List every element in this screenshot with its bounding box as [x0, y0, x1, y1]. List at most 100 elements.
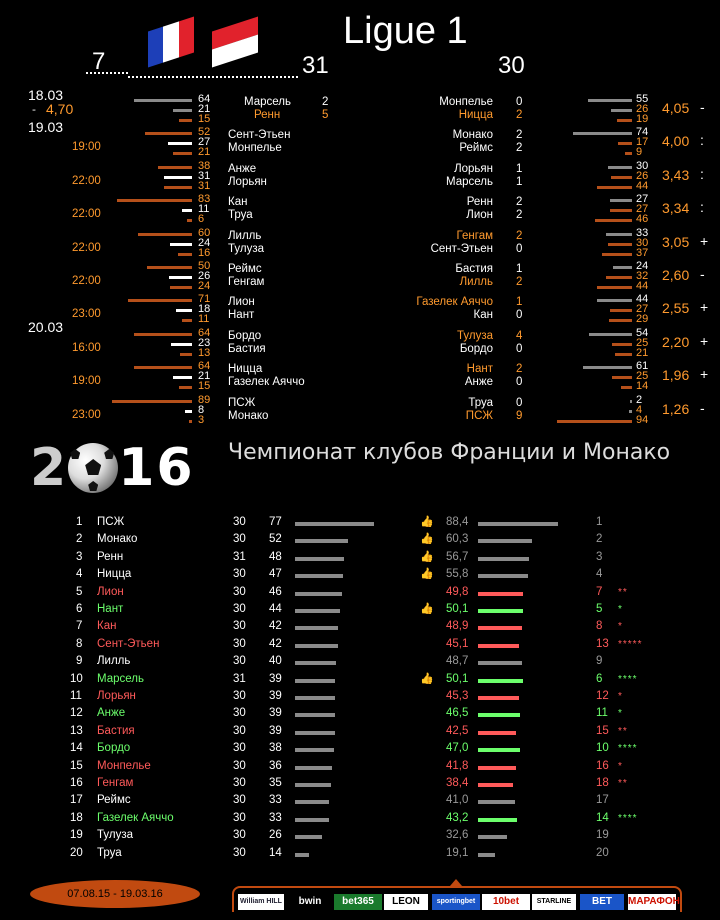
percentage-bar — [478, 661, 522, 666]
match-odd: 4,05 — [662, 100, 690, 116]
percentage: 45,3 — [446, 690, 469, 702]
table-row: 12 Анже 30 39 46,5 11 * — [0, 707, 720, 724]
progress-line-right — [128, 76, 298, 82]
position: 6 — [76, 603, 83, 615]
match-odd: 2,60 — [662, 267, 690, 283]
table-row: 20 Труа 30 14 19,1 20 — [0, 847, 720, 864]
prob-bar — [177, 252, 192, 256]
prob-value: 9 — [636, 146, 643, 159]
score-home: 4 — [516, 329, 523, 342]
position: 13 — [70, 724, 83, 737]
games-played: 30 — [233, 811, 246, 824]
match-row: 23:00 89 8 3 ПСЖ Монако Труа ПСЖ 0 9 2 4 94 1,26- — [0, 394, 720, 428]
score-home: 0 — [516, 96, 523, 108]
score-home: 1 — [516, 263, 523, 275]
points: 42 — [269, 637, 282, 650]
percentage: 60,3 — [446, 533, 469, 546]
score-home: 2 — [516, 229, 523, 242]
team-away: Кан — [473, 309, 493, 322]
movement-stars: ** — [618, 586, 628, 598]
position: 1 — [76, 516, 83, 528]
movement-stars: **** — [618, 812, 638, 824]
team-name: Газелек Аяччо — [97, 811, 174, 824]
movement-stars: * — [618, 604, 623, 615]
team-home: Бастия — [455, 263, 493, 275]
prob-bar — [134, 99, 192, 102]
points-bar — [295, 730, 335, 735]
team-away: Марсель — [446, 175, 493, 188]
match-result: : — [700, 165, 704, 182]
percentage-bar — [478, 730, 517, 735]
position: 16 — [70, 777, 83, 789]
prob-bar — [189, 419, 192, 423]
prob-value: 19 — [636, 113, 649, 125]
points-bar — [295, 800, 329, 805]
prob-value: 27 — [636, 303, 649, 316]
percentage: 56,7 — [446, 550, 469, 563]
games-played: 31 — [233, 672, 246, 685]
percentage: 46,5 — [446, 707, 469, 720]
position: 5 — [76, 585, 83, 598]
team-name: Труа — [97, 846, 122, 859]
points-bar — [295, 661, 336, 666]
prob-value: 30 — [636, 159, 649, 172]
percentage-bar — [478, 678, 524, 683]
prob-bar — [628, 409, 632, 413]
previous-position: 18 — [596, 777, 609, 789]
prob-value: 24 — [198, 280, 211, 292]
team-away: Анже — [464, 376, 493, 389]
percentage: 41,8 — [446, 759, 469, 772]
prob-bar — [184, 409, 192, 413]
prob-value: 6 — [198, 213, 205, 226]
prob-bar — [606, 276, 632, 279]
previous-position: 9 — [596, 655, 603, 668]
team-name: Лилль — [97, 655, 131, 668]
score-home: 2 — [322, 96, 329, 108]
prob-value: 30 — [636, 236, 649, 249]
prob-bar — [602, 252, 632, 256]
progress-line-left — [86, 72, 128, 78]
position: 2 — [76, 533, 83, 546]
previous-position: 16 — [596, 759, 609, 772]
position: 7 — [76, 620, 83, 633]
team-name: Марсель — [97, 672, 144, 685]
match-row: 19:00 52 27 21 Сент-Этьен Монпелье Монако Реймс… — [0, 126, 720, 160]
games-played: 30 — [233, 794, 246, 807]
previous-position: 17 — [596, 794, 609, 807]
score-away: 0 — [516, 242, 523, 255]
table-row: 4 Ницца 30 47 👍 55,8 4 — [0, 568, 720, 585]
score-home: 2 — [516, 129, 523, 142]
movement-stars: * — [618, 760, 623, 772]
position: 19 — [70, 829, 83, 842]
team-home: Кан — [228, 196, 248, 209]
team-home: Тулуза — [456, 329, 493, 342]
percentage: 43,2 — [446, 811, 469, 824]
points: 40 — [269, 655, 282, 668]
percentage: 49,8 — [446, 585, 469, 598]
team-name: Лион — [97, 585, 124, 598]
prob-value: 21 — [198, 103, 211, 115]
games-played: 30 — [233, 759, 246, 772]
movement-stars: ** — [618, 725, 628, 737]
previous-position: 4 — [596, 568, 603, 581]
prob-bar — [572, 132, 632, 136]
points: 35 — [269, 777, 282, 789]
games-played: 30 — [233, 533, 246, 546]
percentage-bar — [478, 765, 516, 770]
percentage-bar — [478, 800, 515, 805]
prob-bar — [556, 419, 632, 423]
match-row: 64 21 15 Марсель Ренн 2 5 Монпелье Ницца 0 2 55 26 19… — [0, 93, 720, 127]
points: 39 — [269, 672, 282, 685]
games-played: 30 — [233, 516, 246, 528]
table-row: 15 Монпелье 30 36 41,8 16 * — [0, 760, 720, 777]
points-bar — [295, 852, 310, 857]
games-played: 30 — [233, 568, 246, 581]
points-bar — [295, 817, 329, 822]
prob-value: 46 — [636, 213, 649, 226]
match-row: 16:00 64 23 13 Бордо Бастия Тулуза Бордо 4 0 54 25 2… — [0, 327, 720, 361]
points: 14 — [269, 846, 282, 859]
team-home: Ницца — [228, 363, 263, 376]
prob-bar — [138, 232, 192, 236]
match-result: + — [700, 332, 709, 349]
prob-bar — [612, 342, 632, 346]
